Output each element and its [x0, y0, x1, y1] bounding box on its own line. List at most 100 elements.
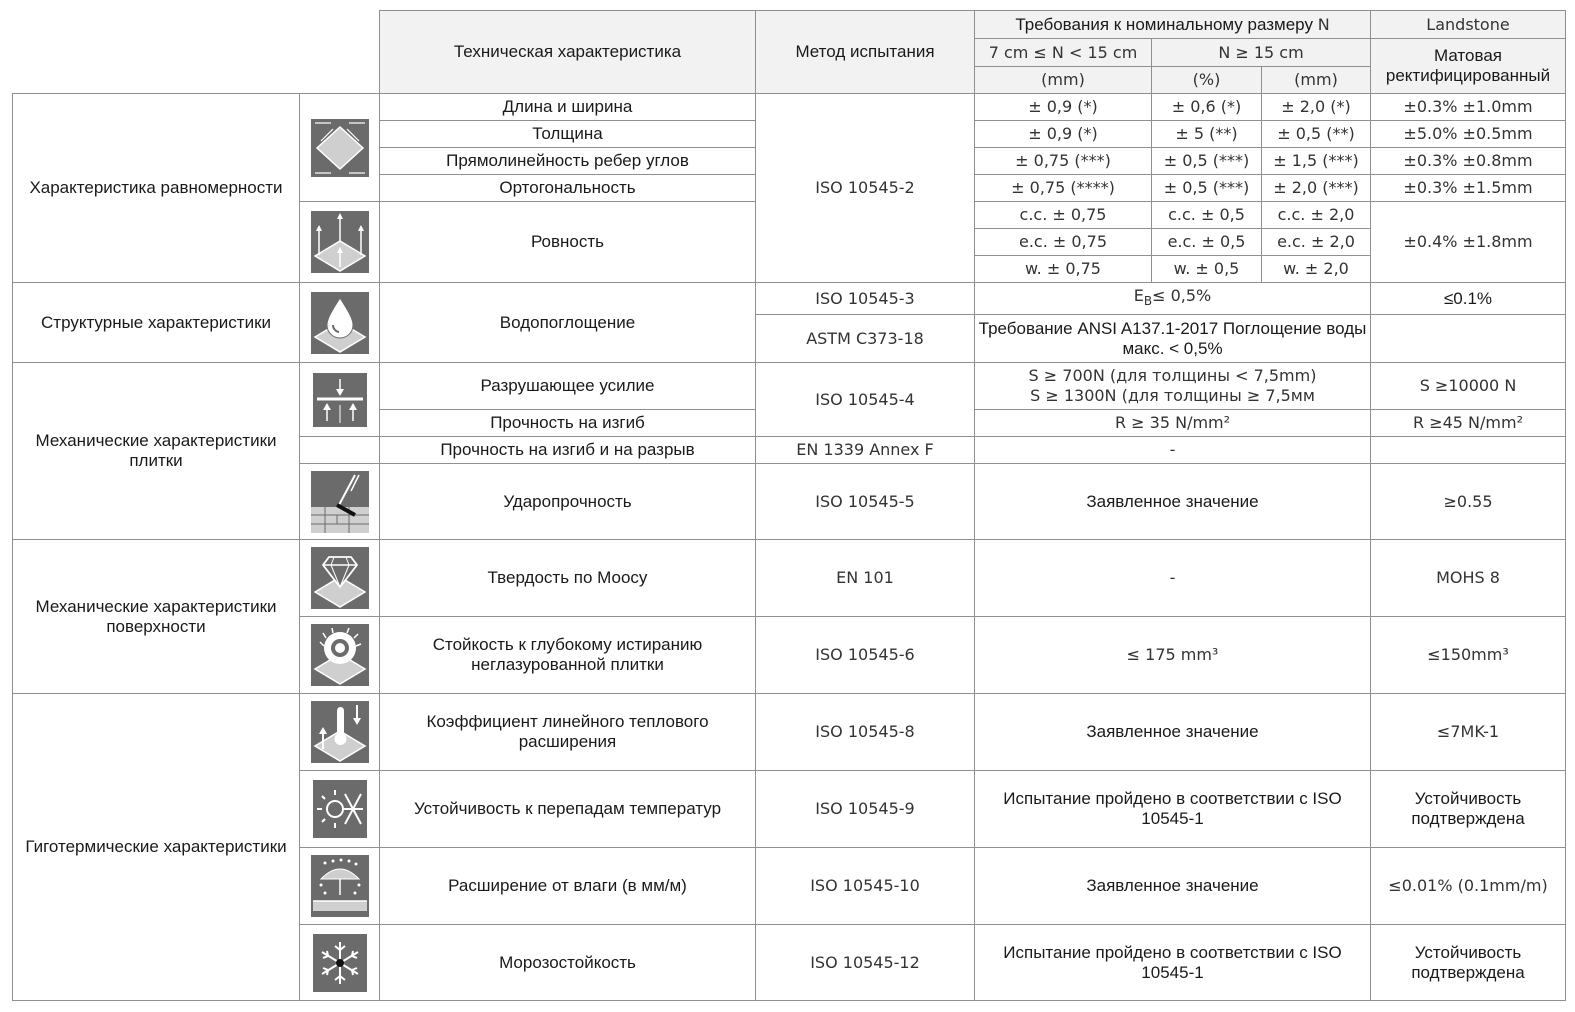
- row-moisture-name: Расширение от влаги (в мм/м): [379, 847, 756, 925]
- row-length-c3: ± 2,0 (*): [1261, 93, 1371, 121]
- technical-specs-table: Техническая характеристика Метод испытан…: [12, 10, 1566, 1001]
- row-water-val1: ≤0.1%: [1370, 282, 1566, 315]
- row-water-method1: ISO 10545-3: [755, 282, 975, 315]
- header-brand: Landstone: [1370, 10, 1566, 39]
- diamond-icon: [310, 547, 369, 609]
- row-flatness-w2: w. ± 0,5: [1151, 255, 1262, 283]
- category-structural: Структурные характеристики: [12, 282, 300, 363]
- row-abrasion-name: Стойкость к глубокому истиранию неглазур…: [379, 616, 756, 694]
- row-mohs-req: -: [974, 539, 1371, 617]
- row-thickness-c3: ± 0,5 (**): [1261, 120, 1371, 148]
- row-frost-name: Морозостойкость: [379, 924, 756, 1001]
- category-mech-surface: Механические характеристики поверхности: [12, 539, 300, 694]
- row-flatness-ec2: e.c. ± 0,5: [1151, 228, 1262, 256]
- thermal-shock-icon-cell: [299, 770, 380, 848]
- row-breaking-val: S ≥10000 N: [1370, 362, 1566, 410]
- row-straightness-c2: ± 0,5 (***): [1151, 147, 1262, 175]
- water-drop-icon: [310, 291, 369, 354]
- row-thermal-shock-method: ISO 10545-9: [755, 770, 975, 848]
- row-breaking-req: S ≥ 700N (для толщины < 7,5mm) S ≥ 1300N …: [974, 362, 1371, 410]
- row-thickness-c1: ± 0,9 (*): [974, 120, 1152, 148]
- row-straightness-c3: ± 1,5 (***): [1261, 147, 1371, 175]
- row-abrasion-val: ≤150mm³: [1370, 616, 1566, 694]
- row-bending-req: R ≥ 35 N/mm²: [974, 409, 1371, 437]
- header-range-small: 7 cm ≤ N < 15 cm: [974, 38, 1152, 67]
- row-water-name: Водопоглощение: [379, 282, 756, 363]
- row-straightness-val: ±0.3% ±0.8mm: [1370, 147, 1566, 175]
- breaking-force-icon-cell: [299, 362, 380, 437]
- header-unit-mm-2: (mm): [1261, 66, 1371, 94]
- row-flatness-cc1: c.c. ± 0,75: [974, 201, 1152, 229]
- row-bending-name: Прочность на изгиб: [379, 409, 756, 437]
- row-thermal-shock-name: Устойчивость к перепадам температур: [379, 770, 756, 848]
- row-thermal-exp-val: ≤7MK-1: [1370, 693, 1566, 771]
- thermal-expansion-icon: [310, 701, 369, 763]
- row-breaking-method: ISO 10545-4: [755, 362, 975, 437]
- row-length-val: ±0.3% ±1.0mm: [1370, 93, 1566, 121]
- row-frost-val: Устойчивость подтверждена: [1370, 924, 1566, 1001]
- row-flatness-cc3: c.c. ± 2,0: [1261, 201, 1371, 229]
- frost-icon: [312, 933, 367, 992]
- row-flatness-val: ±0.4% ±1.8mm: [1370, 201, 1566, 283]
- impact-icon-cell: [299, 463, 380, 540]
- row-bending-break-req: -: [974, 436, 1371, 464]
- row-thickness-c2: ± 5 (**): [1151, 120, 1262, 148]
- row-bending-break-method: EN 1339 Annex F: [755, 436, 975, 464]
- diamond-icon-cell: [299, 539, 380, 617]
- bending-break-icon-cell: [299, 436, 380, 464]
- abrasion-icon: [310, 624, 369, 686]
- row-mohs-val: MOHS 8: [1370, 539, 1566, 617]
- row-length-c2: ± 0,6 (*): [1151, 93, 1262, 121]
- row-impact-method: ISO 10545-5: [755, 463, 975, 540]
- category-hygro: Гиготермические характеристики: [12, 693, 300, 1001]
- tile-dimensions-icon: [310, 118, 369, 177]
- row-thickness-name: Толщина: [379, 120, 756, 148]
- row-flatness-w1: w. ± 0,75: [974, 255, 1152, 283]
- row-moisture-method: ISO 10545-10: [755, 847, 975, 925]
- row-abrasion-method: ISO 10545-6: [755, 616, 975, 694]
- row-breaking-name: Разрушающее усилие: [379, 362, 756, 410]
- row-orthogonality-name: Ортогональность: [379, 174, 756, 202]
- row-flatness-ec1: e.c. ± 0,75: [974, 228, 1152, 256]
- row-flatness-w3: w. ± 2,0: [1261, 255, 1371, 283]
- header-characteristic: Техническая характеристика: [379, 10, 756, 94]
- row-impact-name: Ударопрочность: [379, 463, 756, 540]
- row-flatness-cc2: c.c. ± 0,5: [1151, 201, 1262, 229]
- row-water-val2-empty: [1370, 314, 1566, 363]
- row-water-method2: ASTM C373-18: [755, 314, 975, 363]
- row-thermal-shock-val: Устойчивость подтверждена: [1370, 770, 1566, 848]
- row-thickness-val: ±5.0% ±0.5mm: [1370, 120, 1566, 148]
- header-range-large: N ≥ 15 cm: [1151, 38, 1371, 67]
- header-method: Метод испытания: [755, 10, 975, 94]
- empty-corner: [12, 10, 380, 94]
- thermal-shock-icon: [312, 780, 367, 838]
- breaking-force-icon: [312, 372, 367, 427]
- row-impact-val: ≥0.55: [1370, 463, 1566, 540]
- row-water-req1: EB≤ 0,5%: [974, 282, 1371, 315]
- water-drop-icon-cell: [299, 282, 380, 363]
- header-unit-pct: (%): [1151, 66, 1262, 94]
- moisture-expansion-icon-cell: [299, 847, 380, 925]
- abrasion-icon-cell: [299, 616, 380, 694]
- category-uniformity: Характеристика равномерности: [12, 93, 300, 283]
- impact-icon: [310, 470, 369, 533]
- uniformity-method: ISO 10545-2: [755, 93, 975, 283]
- frost-icon-cell: [299, 924, 380, 1001]
- header-requirements: Требования к номинальному размеру N: [974, 10, 1371, 39]
- row-orthogonality-c3: ± 2,0 (***): [1261, 174, 1371, 202]
- row-thermal-shock-req: Испытание пройдено в соответствии с ISO …: [974, 770, 1371, 848]
- row-frost-method: ISO 10545-12: [755, 924, 975, 1001]
- flatness-icon-cell: [299, 201, 380, 283]
- moisture-expansion-icon: [310, 855, 369, 917]
- row-thermal-exp-name: Коэффициент линейного теплового расширен…: [379, 693, 756, 771]
- row-length-c1: ± 0,9 (*): [974, 93, 1152, 121]
- row-abrasion-req: ≤ 175 mm³: [974, 616, 1371, 694]
- row-bending-break-name: Прочность на изгиб и на разрыв: [379, 436, 756, 464]
- row-mohs-method: EN 101: [755, 539, 975, 617]
- row-straightness-name: Прямолинейность ребер углов: [379, 147, 756, 175]
- flatness-icon: [310, 211, 369, 273]
- row-mohs-name: Твердость по Моосу: [379, 539, 756, 617]
- row-straightness-c1: ± 0,75 (***): [974, 147, 1152, 175]
- row-thermal-exp-method: ISO 10545-8: [755, 693, 975, 771]
- row-moisture-req: Заявленное значение: [974, 847, 1371, 925]
